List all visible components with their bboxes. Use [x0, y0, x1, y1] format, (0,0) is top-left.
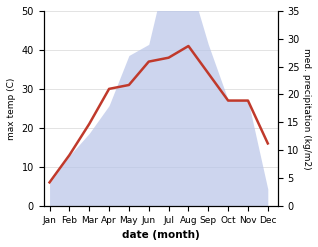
Y-axis label: med. precipitation (kg/m2): med. precipitation (kg/m2) [302, 48, 311, 169]
X-axis label: date (month): date (month) [122, 230, 199, 240]
Y-axis label: max temp (C): max temp (C) [7, 77, 16, 140]
